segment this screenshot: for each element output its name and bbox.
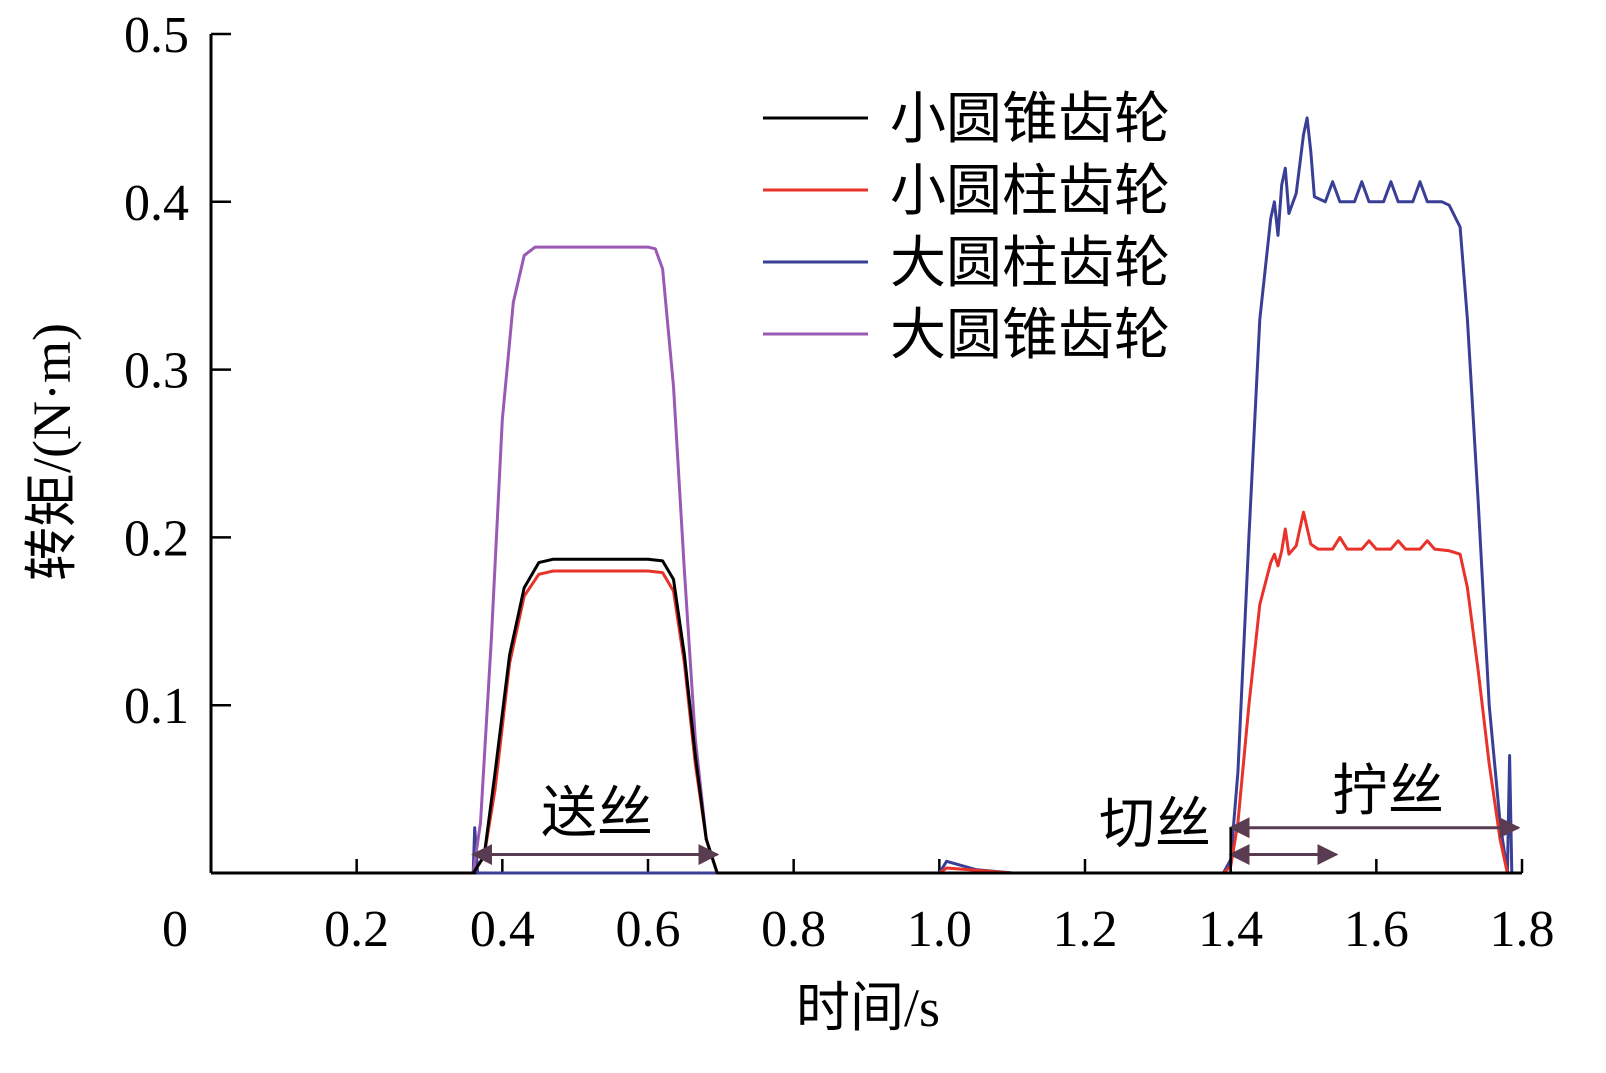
y-tick-label: 0.5 xyxy=(124,7,189,64)
x-tick-label: 0.8 xyxy=(761,901,826,958)
annotation-label: 拧丝 xyxy=(1332,761,1444,823)
annotation-label: 送丝 xyxy=(541,783,653,845)
x-tick-label: 1.6 xyxy=(1344,901,1409,958)
x-tick-label: 1.0 xyxy=(907,901,972,958)
series-line-4 xyxy=(211,245,1522,875)
legend-label: 小圆柱齿轮 xyxy=(890,161,1170,223)
annotation-group: 送丝 切丝 拧丝 xyxy=(471,761,1521,873)
series-group xyxy=(211,116,1522,875)
legend-label: 大圆锥齿轮 xyxy=(890,305,1170,367)
y-tick-label: 0.4 xyxy=(124,175,189,232)
x-axis-title: 时间/s xyxy=(796,978,940,1038)
x-tick-label: 1.8 xyxy=(1490,901,1555,958)
y-tick-label: 0.1 xyxy=(124,678,189,735)
tick-group: 0 0.2 0.4 0.6 0.8 1.0 1.2 1.4 1.6 1.8 0.1 0.2 0.3 0.4… xyxy=(124,7,1555,958)
y-axis-title: 转矩/(N·m) xyxy=(22,323,82,581)
series-line-2 xyxy=(211,510,1522,875)
x-tick-label: 1.4 xyxy=(1198,901,1263,958)
x-tick-label: 1.2 xyxy=(1053,901,1118,958)
x-tick-label: 0.2 xyxy=(324,901,389,958)
legend-label: 大圆柱齿轮 xyxy=(890,233,1170,295)
legend-label: 小圆锥齿轮 xyxy=(890,89,1170,151)
y-tick-label: 0.3 xyxy=(124,343,189,400)
y-tick-label: 0.2 xyxy=(124,510,189,567)
axes xyxy=(209,34,1522,875)
x-tick-label: 0.4 xyxy=(470,901,535,958)
series-line-1 xyxy=(211,557,1522,875)
x-tick-label: 0 xyxy=(162,901,188,958)
series-line-3 xyxy=(211,116,1522,875)
x-tick-label: 0.6 xyxy=(616,901,681,958)
annotation-label: 切丝 xyxy=(1099,794,1211,856)
